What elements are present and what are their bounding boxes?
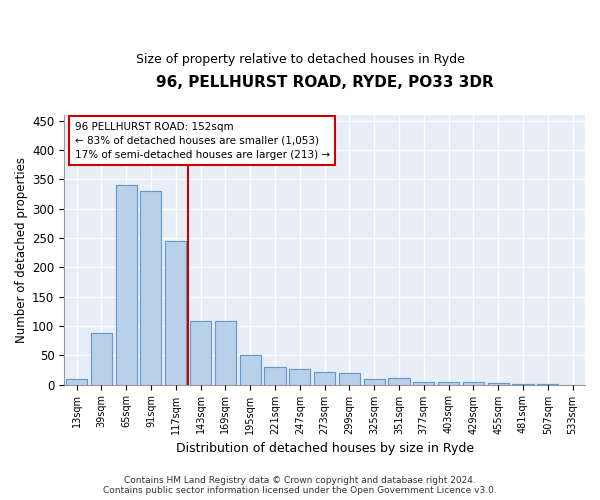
Bar — [116, 185, 137, 384]
Bar — [463, 382, 484, 384]
Bar — [289, 368, 310, 384]
Bar — [91, 333, 112, 384]
Bar — [165, 241, 186, 384]
Bar — [215, 321, 236, 384]
Bar — [413, 382, 434, 384]
Bar — [314, 372, 335, 384]
Bar — [438, 382, 459, 384]
Bar — [66, 378, 87, 384]
Bar — [364, 378, 385, 384]
Bar — [165, 241, 186, 384]
Text: 96 PELLHURST ROAD: 152sqm
← 83% of detached houses are smaller (1,053)
17% of se: 96 PELLHURST ROAD: 152sqm ← 83% of detac… — [74, 122, 329, 160]
Bar — [91, 333, 112, 384]
Bar — [239, 355, 261, 384]
Y-axis label: Number of detached properties: Number of detached properties — [15, 156, 28, 342]
Bar — [265, 367, 286, 384]
Bar — [116, 185, 137, 384]
Bar — [339, 373, 360, 384]
Bar — [364, 378, 385, 384]
Bar — [289, 368, 310, 384]
Bar — [265, 367, 286, 384]
Bar — [314, 372, 335, 384]
Title: 96, PELLHURST ROAD, RYDE, PO33 3DR: 96, PELLHURST ROAD, RYDE, PO33 3DR — [155, 75, 493, 90]
Bar — [388, 378, 410, 384]
Bar — [140, 191, 161, 384]
Bar — [413, 382, 434, 384]
Bar — [66, 378, 87, 384]
Bar — [239, 355, 261, 384]
Bar — [190, 321, 211, 384]
X-axis label: Distribution of detached houses by size in Ryde: Distribution of detached houses by size … — [176, 442, 473, 455]
Text: Size of property relative to detached houses in Ryde: Size of property relative to detached ho… — [136, 52, 464, 66]
Bar — [339, 373, 360, 384]
Bar — [438, 382, 459, 384]
Bar — [140, 191, 161, 384]
Text: Contains HM Land Registry data © Crown copyright and database right 2024.
Contai: Contains HM Land Registry data © Crown c… — [103, 476, 497, 495]
Bar — [190, 321, 211, 384]
Bar — [215, 321, 236, 384]
Bar — [388, 378, 410, 384]
Bar — [463, 382, 484, 384]
